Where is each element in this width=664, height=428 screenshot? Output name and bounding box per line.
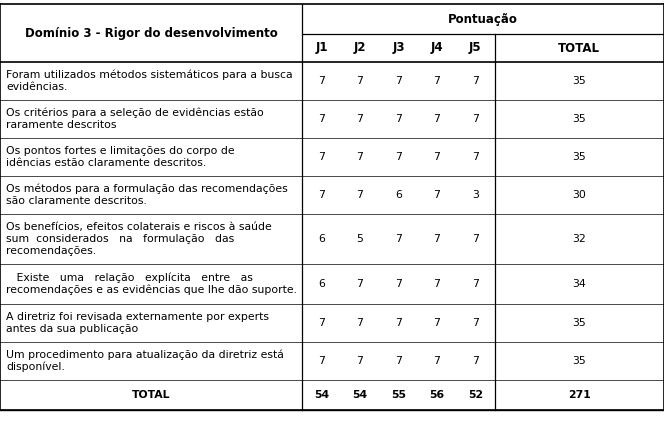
Text: 7: 7 — [434, 356, 440, 366]
Text: 52: 52 — [468, 390, 483, 400]
Text: Os benefícios, efeitos colaterais e riscos à saúde
sum  considerados   na   form: Os benefícios, efeitos colaterais e risc… — [6, 223, 272, 256]
Text: Foram utilizados métodos sistemáticos para a busca
evidências.: Foram utilizados métodos sistemáticos pa… — [6, 70, 293, 92]
Text: 7: 7 — [434, 234, 440, 244]
Text: 32: 32 — [572, 234, 586, 244]
Text: 271: 271 — [568, 390, 591, 400]
Text: 7: 7 — [472, 356, 479, 366]
Text: 35: 35 — [572, 114, 586, 124]
Text: 7: 7 — [395, 356, 402, 366]
Text: 54: 54 — [314, 390, 329, 400]
Text: TOTAL: TOTAL — [132, 390, 170, 400]
Text: 7: 7 — [395, 234, 402, 244]
Text: Pontuação: Pontuação — [448, 12, 518, 26]
Text: 7: 7 — [318, 318, 325, 328]
Text: 7: 7 — [434, 318, 440, 328]
Text: 7: 7 — [357, 190, 363, 200]
Text: J4: J4 — [430, 42, 444, 54]
Text: J5: J5 — [469, 42, 482, 54]
Text: 35: 35 — [572, 318, 586, 328]
Text: 7: 7 — [434, 190, 440, 200]
Text: 35: 35 — [572, 356, 586, 366]
Text: 7: 7 — [395, 318, 402, 328]
Text: 7: 7 — [472, 234, 479, 244]
Text: 54: 54 — [353, 390, 367, 400]
Text: 7: 7 — [318, 356, 325, 366]
Text: 7: 7 — [357, 76, 363, 86]
Text: 7: 7 — [472, 279, 479, 289]
Text: Um procedimento para atualização da diretriz está
disponível.: Um procedimento para atualização da dire… — [6, 350, 284, 372]
Text: 35: 35 — [572, 76, 586, 86]
Text: 5: 5 — [357, 234, 363, 244]
Text: 7: 7 — [318, 190, 325, 200]
Text: 7: 7 — [434, 279, 440, 289]
Text: 56: 56 — [430, 390, 444, 400]
Text: 7: 7 — [434, 152, 440, 162]
Text: 7: 7 — [357, 114, 363, 124]
Text: 7: 7 — [395, 152, 402, 162]
Text: 7: 7 — [434, 76, 440, 86]
Text: 6: 6 — [395, 190, 402, 200]
Text: 7: 7 — [357, 318, 363, 328]
Text: 7: 7 — [318, 152, 325, 162]
Text: 7: 7 — [395, 114, 402, 124]
Text: 30: 30 — [572, 190, 586, 200]
Text: 6: 6 — [318, 279, 325, 289]
Text: Os pontos fortes e limitações do corpo de
idências estão claramente descritos.: Os pontos fortes e limitações do corpo d… — [6, 146, 234, 168]
Text: 6: 6 — [318, 234, 325, 244]
Text: 35: 35 — [572, 152, 586, 162]
Text: 7: 7 — [395, 279, 402, 289]
Text: 7: 7 — [395, 76, 402, 86]
Text: A diretriz foi revisada externamente por experts
antes da sua publicação: A diretriz foi revisada externamente por… — [6, 312, 269, 334]
Text: 7: 7 — [472, 76, 479, 86]
Text: 7: 7 — [472, 318, 479, 328]
Text: 7: 7 — [318, 76, 325, 86]
Text: J2: J2 — [354, 42, 366, 54]
Text: Domínio 3 - Rigor do desenvolvimento: Domínio 3 - Rigor do desenvolvimento — [25, 27, 278, 39]
Text: 34: 34 — [572, 279, 586, 289]
Text: Existe   uma   relação   explícita   entre   as
recomendações e as evidências qu: Existe uma relação explícita entre as re… — [6, 273, 297, 295]
Text: 7: 7 — [318, 114, 325, 124]
Text: J3: J3 — [392, 42, 404, 54]
Text: 55: 55 — [391, 390, 406, 400]
Text: J1: J1 — [315, 42, 327, 54]
Text: 7: 7 — [357, 152, 363, 162]
Text: 7: 7 — [357, 279, 363, 289]
Text: 7: 7 — [472, 152, 479, 162]
Text: 7: 7 — [472, 114, 479, 124]
Text: Os critérios para a seleção de evidências estão
raramente descritos: Os critérios para a seleção de evidência… — [6, 108, 264, 130]
Text: 7: 7 — [357, 356, 363, 366]
Text: 7: 7 — [434, 114, 440, 124]
Text: TOTAL: TOTAL — [558, 42, 600, 54]
Text: 3: 3 — [472, 190, 479, 200]
Text: Os métodos para a formulação das recomendações
são claramente descritos.: Os métodos para a formulação das recomen… — [6, 184, 288, 206]
